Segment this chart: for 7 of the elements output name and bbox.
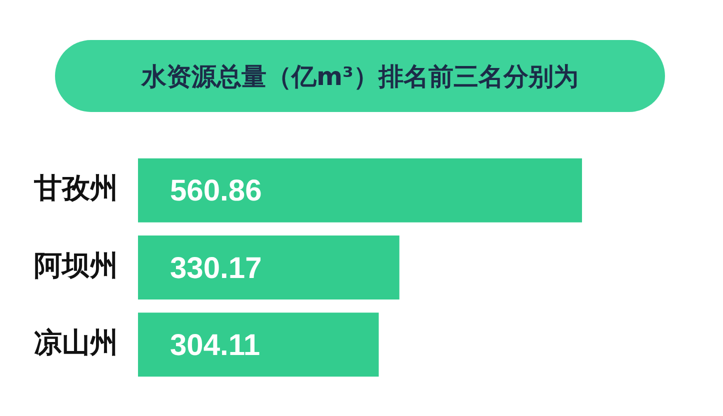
chart-title: 水资源总量（亿m³）排名前三名分别为 <box>55 40 665 112</box>
data-label: 304.11 <box>170 328 260 362</box>
y-tick-label: 凉山州 <box>34 326 118 359</box>
data-label: 330.17 <box>170 252 262 285</box>
y-tick-label: 甘孜州 <box>33 172 118 205</box>
data-label: 560.86 <box>170 174 262 208</box>
y-tick-label: 阿坝州 <box>34 248 118 282</box>
